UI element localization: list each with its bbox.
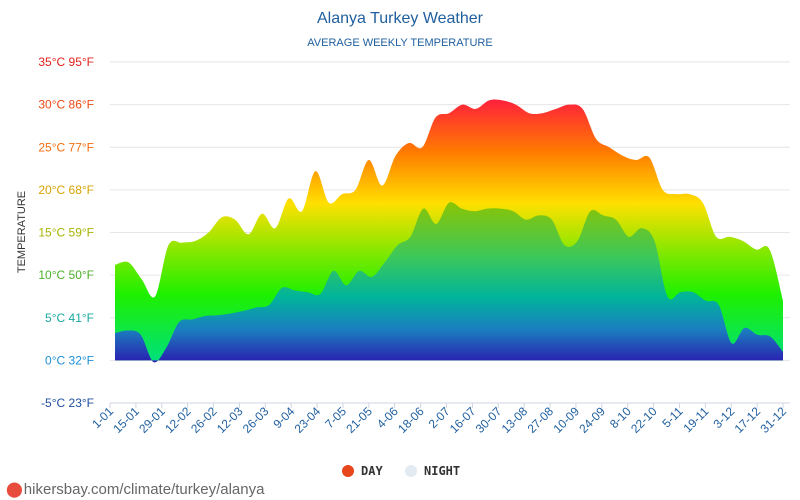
x-tick-label: 12-03 <box>214 404 246 436</box>
chart-title: Alanya Turkey Weather <box>317 10 484 27</box>
x-tick-label: 21-05 <box>343 404 375 436</box>
legend-day-label: DAY <box>361 464 383 478</box>
x-tick-label: 27-08 <box>525 404 557 436</box>
x-tick-label: 31-12 <box>758 404 790 436</box>
y-tick-label: -5°C 23°F <box>41 396 94 410</box>
x-tick-label: 17-12 <box>732 404 764 436</box>
x-tick-label: 23-04 <box>292 404 324 436</box>
y-tick-label: 10°C 50°F <box>38 268 94 282</box>
x-tick-label: 22-10 <box>628 404 660 436</box>
x-tick-label: 26-03 <box>240 404 272 436</box>
legend-day-dot <box>342 465 354 477</box>
x-tick-label: 29-01 <box>136 404 168 436</box>
night-area <box>115 202 783 363</box>
footer-link[interactable]: hikersbay.com/climate/turkey/alanya <box>23 481 265 498</box>
y-tick-label: 15°C 59°F <box>38 226 94 240</box>
x-tick-label: 26-02 <box>188 404 220 436</box>
legend-night-label: NIGHT <box>424 464 460 478</box>
y-tick-label: 0°C 32°F <box>45 353 94 367</box>
y-tick-label: 30°C 86°F <box>38 98 94 112</box>
x-tick-label: 12-02 <box>162 404 194 436</box>
x-tick-label: 15-01 <box>110 404 142 436</box>
footer[interactable]: ⬤hikersbay.com/climate/turkey/alanya <box>6 480 264 498</box>
y-tick-label: 5°C 41°F <box>45 311 94 325</box>
x-tick-label: 30-07 <box>473 404 505 436</box>
legend-night-dot <box>405 465 417 477</box>
y-axis-label: TEMPERATURE <box>16 191 28 273</box>
x-tick-label: 18-06 <box>395 404 427 436</box>
location-pin-icon: ⬤ <box>6 481 23 498</box>
y-axis-ticks: 35°C 95°F 30°C 86°F 25°C 77°F 20°C 68°F 15°C… <box>38 55 94 410</box>
x-tick-label: 13-08 <box>499 404 531 436</box>
y-tick-label: 25°C 77°F <box>38 140 94 154</box>
y-tick-label: 35°C 95°F <box>38 55 94 69</box>
x-tick-label: 24-09 <box>576 404 608 436</box>
x-tick-label: 16-07 <box>447 404 479 436</box>
y-tick-label: 20°C 68°F <box>38 183 94 197</box>
x-tick-label: 19-11 <box>680 404 711 435</box>
x-axis-ticks: 1-0115-0129-0112-0226-0212-0326-039-0423… <box>89 403 789 436</box>
legend: DAY NIGHT <box>342 464 460 478</box>
chart-subtitle: AVERAGE WEEKLY TEMPERATURE <box>307 37 492 49</box>
x-tick-label: 10-09 <box>550 404 582 436</box>
